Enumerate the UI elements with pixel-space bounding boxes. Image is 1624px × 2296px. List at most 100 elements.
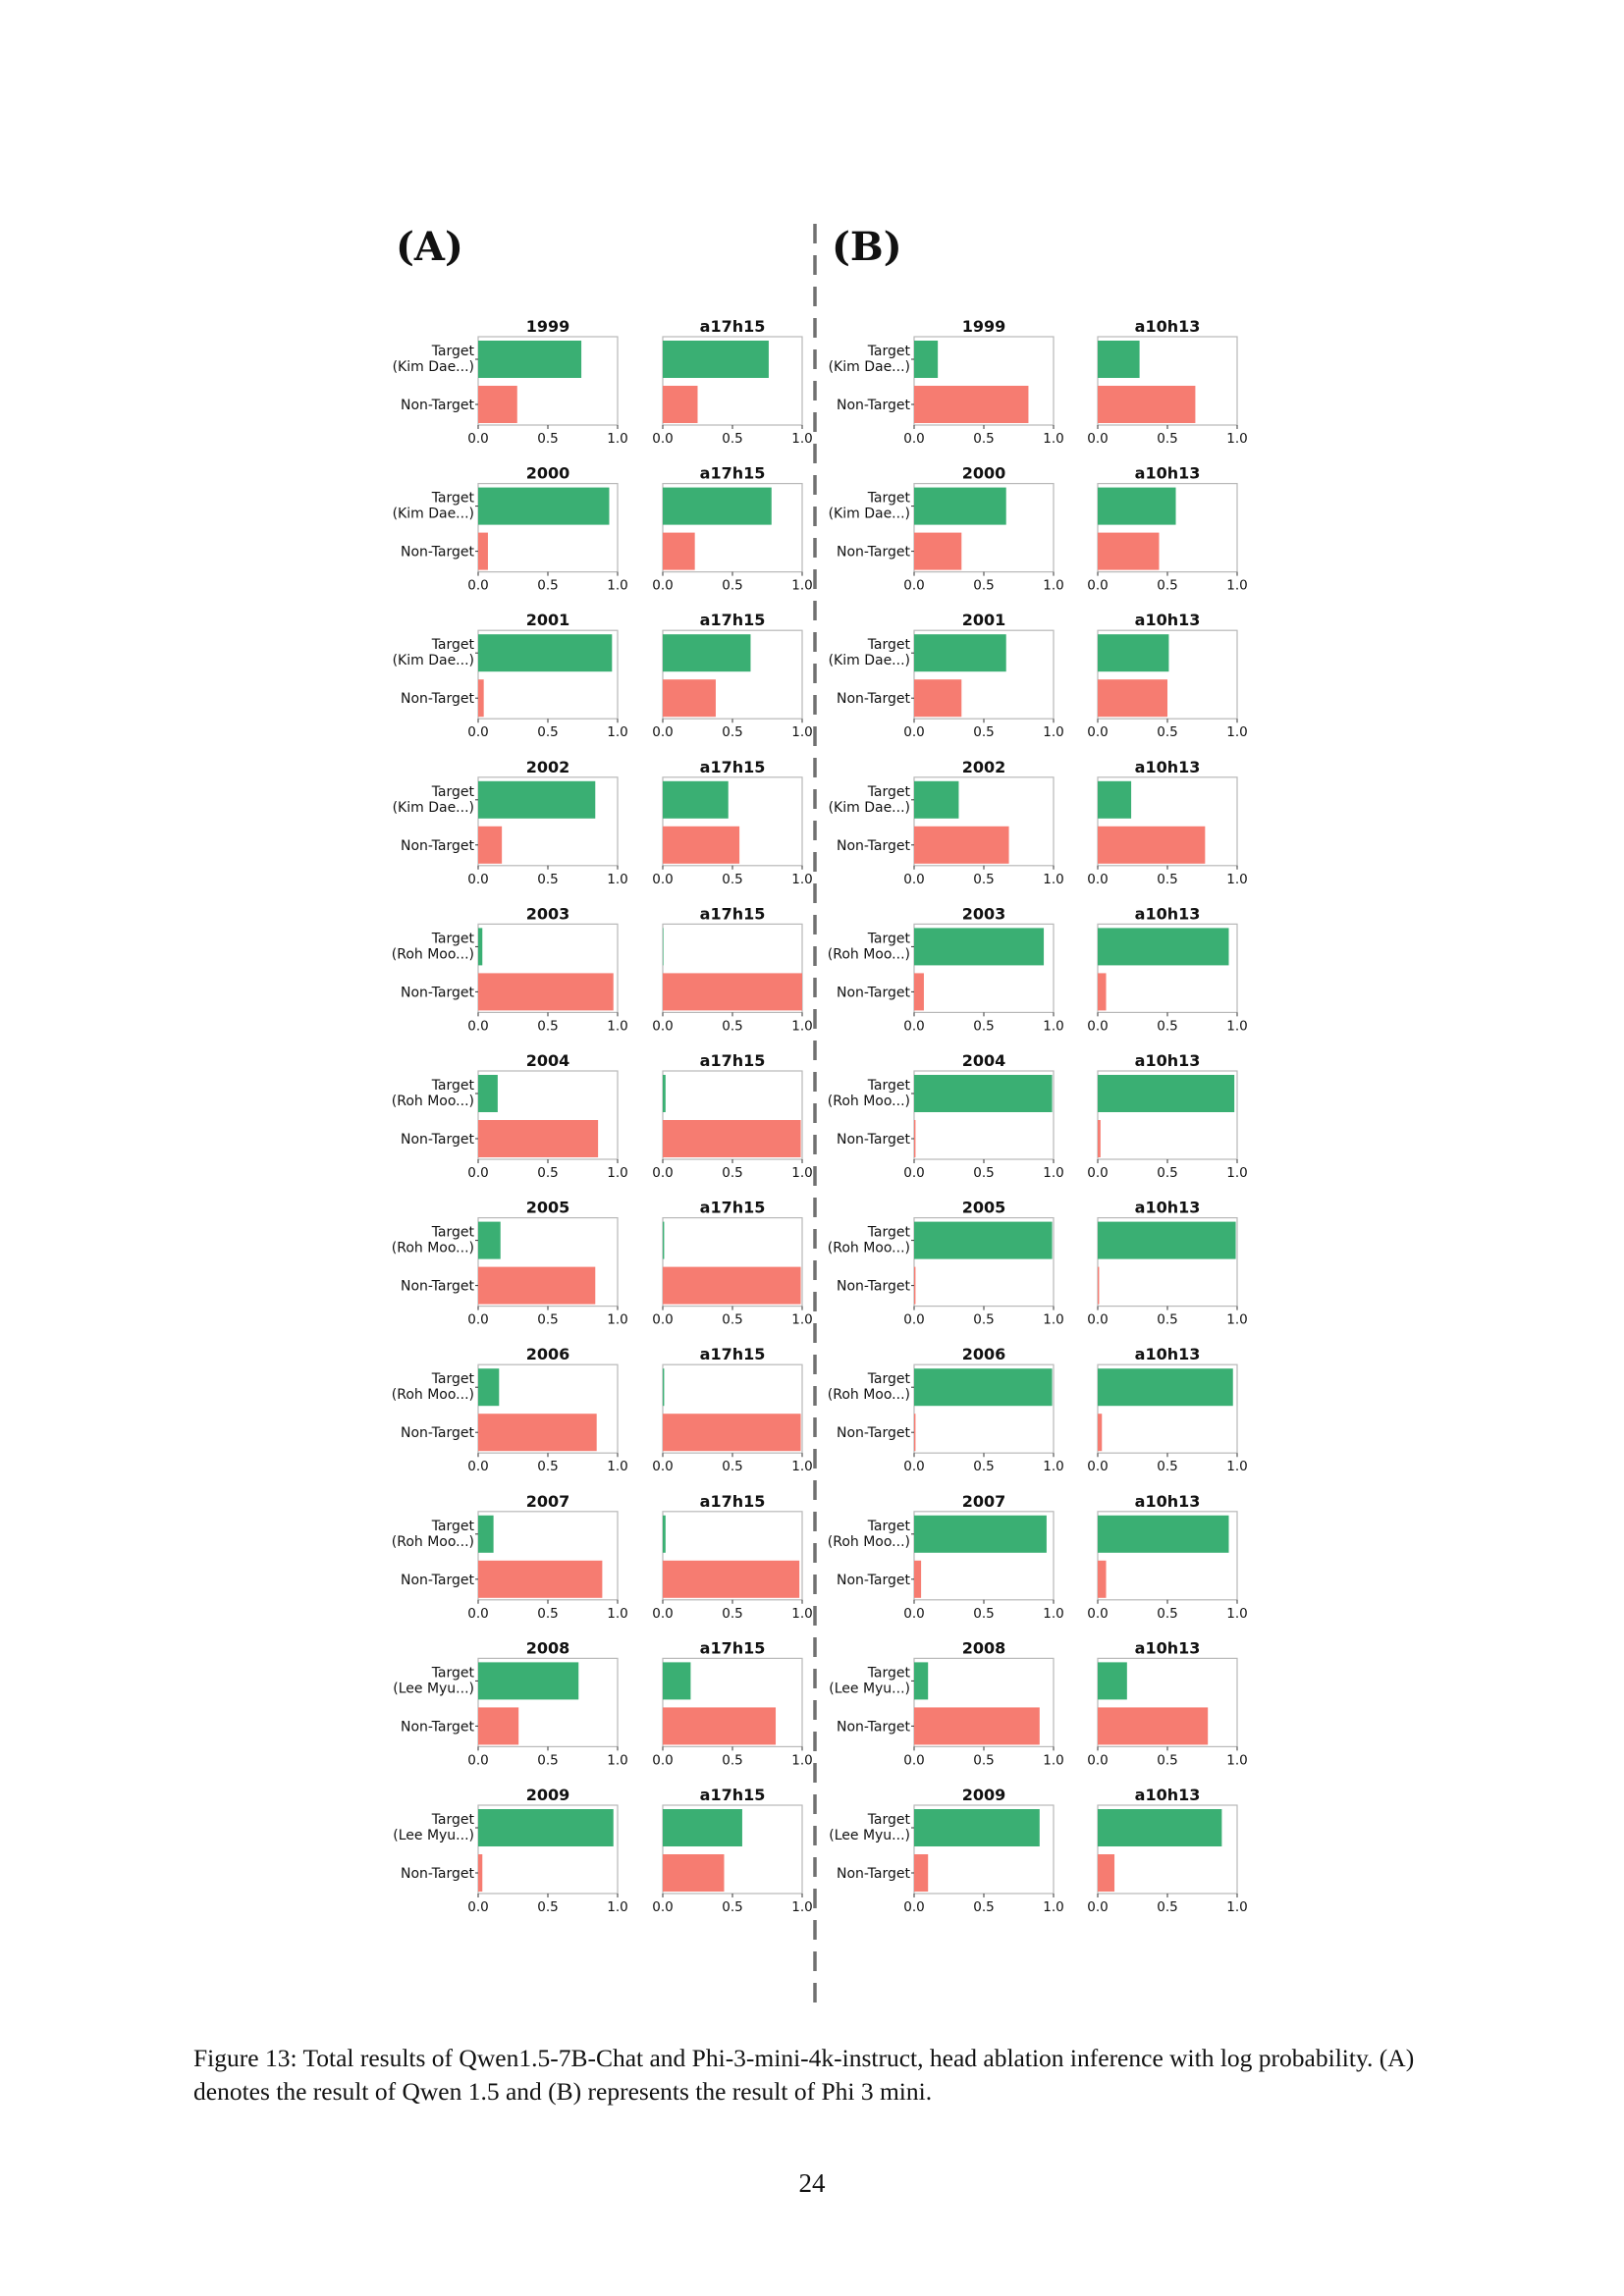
y-tick-label-target: Target [867, 1519, 911, 1534]
target-bar [1098, 1809, 1222, 1846]
y-tick-label-non-target: Non-Target [401, 838, 475, 854]
x-tick-label: 1.0 [791, 1899, 812, 1915]
y-tick-label-non-target: Non-Target [837, 1279, 911, 1295]
x-tick-label: 1.0 [607, 1165, 627, 1181]
target-bar [914, 1221, 1053, 1259]
non-target-bar [478, 1707, 519, 1745]
subplot-title: a10h13 [1135, 611, 1201, 629]
x-tick-label: 1.0 [791, 1312, 812, 1328]
subplot-title: a10h13 [1135, 1199, 1201, 1217]
subplot-title: 2008 [962, 1638, 1006, 1657]
target-bar [914, 1809, 1040, 1846]
non-target-bar [1098, 1707, 1209, 1745]
x-tick-label: 1.0 [1226, 1752, 1247, 1768]
target-bar [914, 341, 939, 378]
target-bar [663, 634, 751, 672]
x-tick-label: 0.0 [652, 431, 673, 447]
non-target-bar [478, 1560, 603, 1598]
y-tick-label-non-target: Non-Target [837, 1719, 911, 1735]
x-tick-label: 0.5 [973, 724, 994, 740]
target-bar [663, 928, 664, 966]
x-tick-label: 0.5 [537, 1018, 558, 1034]
x-tick-label: 0.5 [973, 1312, 994, 1328]
x-tick-label: 0.0 [1087, 1312, 1108, 1328]
target-bar [914, 928, 1045, 966]
x-tick-label: 0.5 [722, 1752, 742, 1768]
x-tick-label: 0.5 [722, 724, 742, 740]
non-target-bar [663, 1854, 725, 1892]
y-tick-label-non-target: Non-Target [837, 1132, 911, 1148]
x-tick-label: 0.5 [973, 431, 994, 447]
y-tick-label-target-name: (Roh Moo...) [828, 1387, 910, 1403]
non-target-bar [1098, 1266, 1100, 1305]
x-tick-label: 0.0 [652, 1606, 673, 1622]
x-tick-label: 1.0 [1043, 872, 1063, 887]
x-tick-label: 1.0 [1043, 1165, 1063, 1181]
y-tick-label-target-name: (Lee Myu...) [393, 1828, 474, 1843]
non-target-bar [663, 532, 695, 570]
target-bar [663, 1809, 742, 1846]
x-tick-label: 0.0 [1087, 431, 1108, 447]
y-tick-label-target: Target [431, 1078, 475, 1094]
y-tick-label-target: Target [867, 1665, 911, 1681]
y-tick-label-non-target: Non-Target [837, 838, 911, 854]
x-tick-label: 0.5 [973, 872, 994, 887]
target-bar [478, 1515, 494, 1553]
y-tick-label-non-target: Non-Target [401, 985, 475, 1000]
subplot-title: 2000 [526, 464, 570, 483]
subplot-title: a10h13 [1135, 758, 1201, 776]
x-tick-label: 0.0 [652, 724, 673, 740]
y-tick-label-target-name: (Kim Dae...) [829, 653, 910, 668]
non-target-bar [478, 973, 614, 1011]
subplot-title: 2001 [962, 611, 1006, 629]
target-bar [478, 1662, 579, 1700]
y-tick-label-target: Target [867, 931, 911, 946]
y-tick-label-non-target: Non-Target [401, 1132, 475, 1148]
x-tick-label: 0.5 [1157, 724, 1177, 740]
y-tick-label-target: Target [867, 491, 911, 507]
x-tick-label: 0.5 [537, 1165, 558, 1181]
subplot-title: a17h15 [700, 1051, 766, 1070]
y-tick-label-target-name: (Kim Dae...) [393, 359, 474, 375]
y-tick-label-non-target: Non-Target [837, 545, 911, 561]
x-tick-label: 0.0 [1087, 1899, 1108, 1915]
panel-label-a: (A) [396, 224, 463, 270]
x-tick-label: 0.0 [467, 1899, 488, 1915]
x-tick-label: 1.0 [791, 431, 812, 447]
target-bar [1098, 1662, 1127, 1700]
x-tick-label: 0.0 [652, 1459, 673, 1474]
non-target-bar [1098, 826, 1206, 864]
y-tick-label-target-name: (Lee Myu...) [829, 1828, 910, 1843]
x-tick-label: 0.5 [1157, 578, 1177, 594]
x-tick-label: 0.0 [467, 1018, 488, 1034]
y-tick-label-target: Target [431, 491, 475, 507]
target-bar [663, 487, 772, 525]
x-tick-label: 0.5 [537, 431, 558, 447]
x-tick-label: 1.0 [1226, 724, 1247, 740]
x-tick-label: 1.0 [607, 1312, 627, 1328]
non-target-bar [1098, 1414, 1103, 1452]
target-bar [478, 341, 582, 378]
non-target-bar [914, 386, 1029, 423]
x-tick-label: 1.0 [607, 431, 627, 447]
target-bar [1098, 1075, 1235, 1112]
y-tick-label-target: Target [867, 344, 911, 359]
y-tick-label-target-name: (Kim Dae...) [829, 507, 910, 522]
x-tick-label: 0.0 [467, 1312, 488, 1328]
target-bar [663, 1221, 665, 1259]
subplot-title: 2007 [962, 1492, 1006, 1511]
y-tick-label-target-name: (Kim Dae...) [393, 507, 474, 522]
y-tick-label-target-name: (Lee Myu...) [829, 1681, 910, 1696]
y-tick-label-target-name: (Roh Moo...) [828, 946, 910, 962]
subplot-title: a10h13 [1135, 1051, 1201, 1070]
x-tick-label: 0.0 [467, 1459, 488, 1474]
x-tick-label: 0.0 [1087, 1606, 1108, 1622]
target-bar [914, 1515, 1047, 1553]
x-tick-label: 0.5 [1157, 431, 1177, 447]
y-tick-label-target: Target [431, 637, 475, 653]
x-tick-label: 1.0 [607, 1752, 627, 1768]
x-tick-label: 0.5 [722, 1899, 742, 1915]
y-tick-label-target-name: (Roh Moo...) [392, 1387, 474, 1403]
x-tick-label: 0.0 [652, 1018, 673, 1034]
target-bar [478, 1809, 614, 1846]
